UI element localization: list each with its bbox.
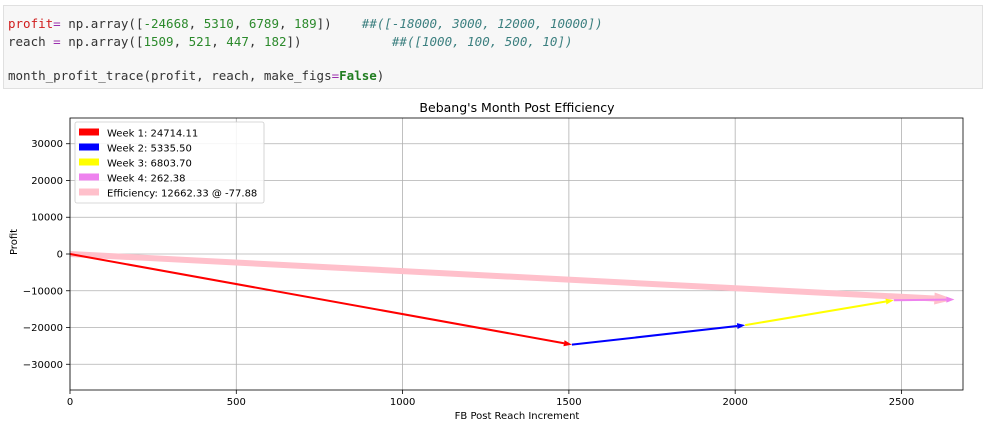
arrow-head (946, 296, 955, 303)
arrow-week-3 (744, 298, 894, 327)
legend-swatch (79, 173, 99, 181)
legend: Week 1: 24714.11 Week 2: 5335.50 Week 3: 6… (74, 121, 265, 204)
code-cell[interactable]: profit= np.array([-24668, 5310, 6789, 18… (3, 5, 983, 89)
arrow-week-1 (69, 253, 572, 347)
legend-swatch (79, 158, 99, 166)
y-tick-label: 20000 (31, 176, 63, 187)
x-tick-label: 500 (227, 397, 246, 408)
code-comment: ##([1000, 100, 500, 10]) (391, 34, 573, 49)
y-axis-label: Profit (9, 229, 20, 255)
arrow-shaft (69, 253, 565, 345)
arrow-week-4 (893, 296, 955, 303)
arrow-shaft (744, 300, 887, 327)
arrow-head (885, 298, 894, 305)
x-tick-label: 0 (67, 397, 73, 408)
legend-entry: Efficiency: 12662.33 @ -77.88 (107, 189, 257, 200)
x-tick-label: 2500 (889, 397, 914, 408)
legend-box (74, 121, 265, 204)
tick-layer: 0 500 1000 1500 2000 2500 −30000 −20000 −10000 0 1… (23, 139, 914, 408)
x-tick-label: 2000 (722, 397, 747, 408)
x-axis-label: FB Post Reach Increment (455, 411, 580, 422)
arrow-week-2 (571, 323, 746, 346)
legend-entry: Week 3: 6803.70 (107, 159, 192, 170)
arrow-head (934, 292, 955, 305)
y-tick-label: 30000 (31, 139, 63, 150)
code-line-call: month_profit_trace(profit, reach, make_f… (8, 68, 385, 83)
legend-entry: Week 2: 5335.50 (107, 144, 192, 155)
arrow-layer (69, 251, 955, 347)
x-tick-label: 1000 (390, 397, 415, 408)
legend-swatch (79, 128, 99, 136)
arrow-shaft (69, 251, 935, 302)
arrow-head (736, 323, 746, 330)
chart-title: Bebang's Month Post Efficiency (419, 100, 615, 115)
x-tick-label: 1500 (556, 397, 581, 408)
arrow-shaft (571, 325, 738, 346)
efficiency-chart: Bebang's Month Post Efficiency 0 500 1000 1… (9, 100, 964, 422)
y-tick-label: −20000 (23, 323, 63, 334)
legend-entry: Week 1: 24714.11 (107, 129, 198, 140)
code-comment: ##([-18000, 3000, 12000, 10000]) (361, 16, 603, 31)
legend-swatch (79, 188, 99, 196)
y-tick-label: 0 (57, 250, 63, 261)
legend-swatch (79, 143, 99, 151)
arrow-week-5 (69, 251, 955, 305)
y-tick-label: 10000 (31, 213, 63, 224)
code-line-profit: profit= np.array([-24668, 5310, 6789, 18… (8, 16, 603, 31)
arrow-shaft (893, 298, 947, 302)
y-tick-label: −30000 (23, 360, 63, 371)
code-line-reach: reach = np.array([1509, 521, 447, 182]) … (8, 34, 573, 49)
y-tick-label: −10000 (23, 286, 63, 297)
arrow-head (563, 340, 572, 347)
legend-entry: Week 4: 262.38 (107, 174, 185, 185)
